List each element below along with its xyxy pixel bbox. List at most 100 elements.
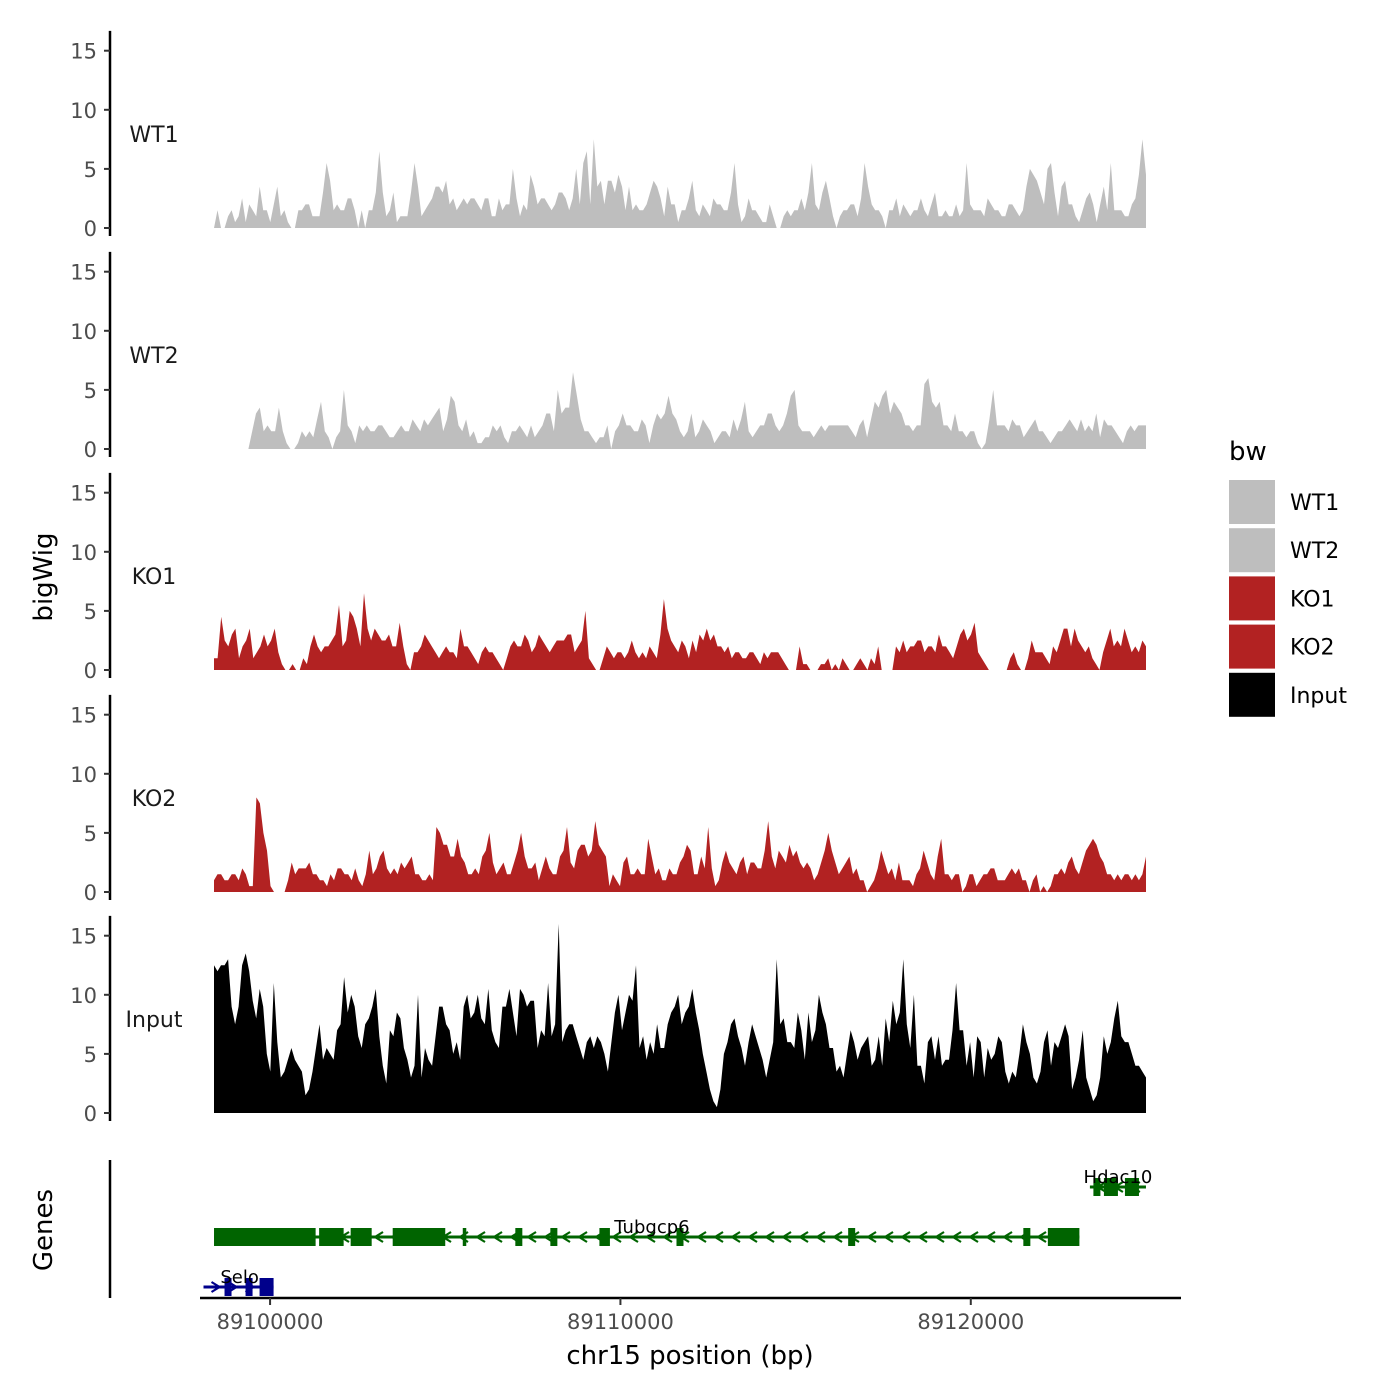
signal-panels: 0 5 10 15 WT1 0 5 10 15 WT2 0 5 10 15 KO1 0 5 10 15 KO2 0 5 10… xyxy=(70,30,1146,1126)
exon xyxy=(392,1228,446,1246)
y-tick-label: 5 xyxy=(84,822,97,846)
y-tick-label: 10 xyxy=(70,99,97,123)
legend-swatch-input xyxy=(1229,672,1275,717)
y-tick-label: 15 xyxy=(70,704,97,728)
track-label: WT1 xyxy=(129,123,178,148)
legend-swatch-ko2 xyxy=(1229,624,1275,669)
legend-label-ko1: KO1 xyxy=(1290,587,1335,612)
strand-chevron xyxy=(984,1231,996,1243)
y-tick-label: 15 xyxy=(70,40,97,64)
y-tick-label: 15 xyxy=(70,261,97,285)
y-tick-label: 0 xyxy=(84,1102,97,1126)
strand-chevron xyxy=(882,1231,894,1243)
y-tick-label: 5 xyxy=(84,600,97,624)
y-tick-label: 10 xyxy=(70,320,97,344)
track-wt1: 0 5 10 15 WT1 xyxy=(70,30,1146,241)
strand-chevron xyxy=(542,1231,554,1243)
y-tick-label: 0 xyxy=(84,438,97,462)
y-tick-label: 0 xyxy=(84,881,97,905)
exon xyxy=(214,1228,316,1246)
exon xyxy=(350,1228,372,1246)
x-axis: 89100000 89110000 89120000 xyxy=(200,1296,1181,1334)
exon xyxy=(848,1228,856,1246)
legend-label-wt2: WT2 xyxy=(1290,539,1339,564)
exon xyxy=(1093,1178,1101,1196)
strand-chevron xyxy=(746,1231,758,1243)
strand-chevron xyxy=(474,1231,486,1243)
strand-chevron xyxy=(525,1231,537,1243)
legend-swatch-wt1 xyxy=(1229,480,1275,524)
strand-chevron xyxy=(712,1231,724,1243)
strand-chevron xyxy=(210,1281,222,1293)
track-ko1: 0 5 10 15 KO1 xyxy=(70,472,1146,683)
track-ko2: 0 5 10 15 KO2 xyxy=(70,694,1146,905)
legend-label-input: Input xyxy=(1290,684,1347,709)
strand-chevron xyxy=(627,1231,639,1243)
genes-axis-title: Genes xyxy=(29,1189,59,1271)
y-tick-label: 10 xyxy=(70,541,97,565)
y-tick-label: 5 xyxy=(84,1043,97,1067)
signal-area-wt2 xyxy=(214,372,1146,449)
gene-label: Selo xyxy=(220,1267,259,1288)
y-tick-label: 5 xyxy=(84,379,97,403)
track-label: Input xyxy=(126,1008,183,1033)
exon xyxy=(599,1228,610,1246)
track-label: KO1 xyxy=(132,565,177,590)
gene-label: Hdac10 xyxy=(1084,1167,1153,1188)
strand-chevron xyxy=(780,1231,792,1243)
strand-chevron xyxy=(610,1231,622,1243)
legend-label-ko2: KO2 xyxy=(1290,636,1335,661)
legend-label-wt1: WT1 xyxy=(1290,491,1339,516)
strand-chevron xyxy=(899,1231,911,1243)
strand-chevron xyxy=(797,1231,809,1243)
track-wt2: 0 5 10 15 WT2 xyxy=(70,251,1146,462)
x-tick-label: 89110000 xyxy=(567,1310,674,1334)
exon xyxy=(515,1228,523,1246)
exon xyxy=(224,1278,232,1296)
track-label: KO2 xyxy=(132,787,177,812)
gene-selo: Selo xyxy=(203,1267,274,1296)
exon xyxy=(319,1228,344,1246)
strand-chevron xyxy=(576,1231,588,1243)
y-tick-label: 10 xyxy=(70,984,97,1008)
strand-chevron xyxy=(729,1231,741,1243)
strand-chevron xyxy=(661,1231,673,1243)
exon xyxy=(245,1278,253,1296)
y-tick-label: 10 xyxy=(70,763,97,787)
strand-chevron xyxy=(865,1231,877,1243)
track-label: WT2 xyxy=(129,344,178,369)
exon xyxy=(1047,1228,1080,1246)
y-tick-label: 0 xyxy=(84,659,97,683)
y-tick-label: 15 xyxy=(70,482,97,506)
y-tick-label: 15 xyxy=(70,925,97,949)
strand-chevron xyxy=(933,1231,945,1243)
strand-chevron xyxy=(559,1231,571,1243)
strand-chevron xyxy=(491,1231,503,1243)
exon xyxy=(1103,1178,1118,1196)
strand-chevron xyxy=(916,1231,928,1243)
exon xyxy=(1124,1178,1139,1196)
signal-area-ko1 xyxy=(214,593,1146,670)
legend-swatch-ko1 xyxy=(1229,576,1275,621)
strand-chevron xyxy=(1035,1231,1047,1243)
signal-area-input xyxy=(214,923,1146,1113)
x-tick-label: 89100000 xyxy=(217,1310,324,1334)
y-tick-label: 5 xyxy=(84,158,97,182)
exon xyxy=(462,1228,467,1246)
strand-chevron xyxy=(814,1231,826,1243)
strand-chevron xyxy=(1001,1231,1013,1243)
gene-hdac10: Hdac10 xyxy=(1084,1167,1153,1196)
strand-chevron xyxy=(763,1231,775,1243)
y-axis-title: bigWig xyxy=(29,532,59,621)
x-tick-label: 89120000 xyxy=(917,1310,1024,1334)
signal-area-wt1 xyxy=(214,139,1146,228)
y-tick-label: 0 xyxy=(84,217,97,241)
legend: bw WT1 WT2 KO1 KO2 Input xyxy=(1229,437,1347,717)
exon xyxy=(676,1228,684,1246)
strand-chevron xyxy=(695,1231,707,1243)
strand-chevron xyxy=(372,1231,384,1243)
strand-chevron xyxy=(831,1231,843,1243)
x-axis-title: chr15 position (bp) xyxy=(566,1341,813,1371)
exon xyxy=(550,1228,558,1246)
